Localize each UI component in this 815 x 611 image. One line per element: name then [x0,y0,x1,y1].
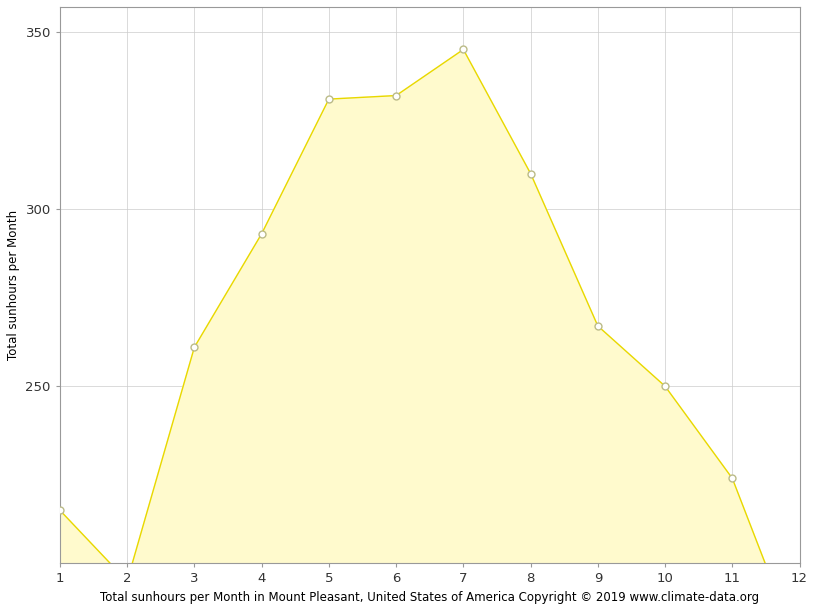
X-axis label: Total sunhours per Month in Mount Pleasant, United States of America Copyright ©: Total sunhours per Month in Mount Pleasa… [100,591,760,604]
Y-axis label: Total sunhours per Month: Total sunhours per Month [7,210,20,360]
